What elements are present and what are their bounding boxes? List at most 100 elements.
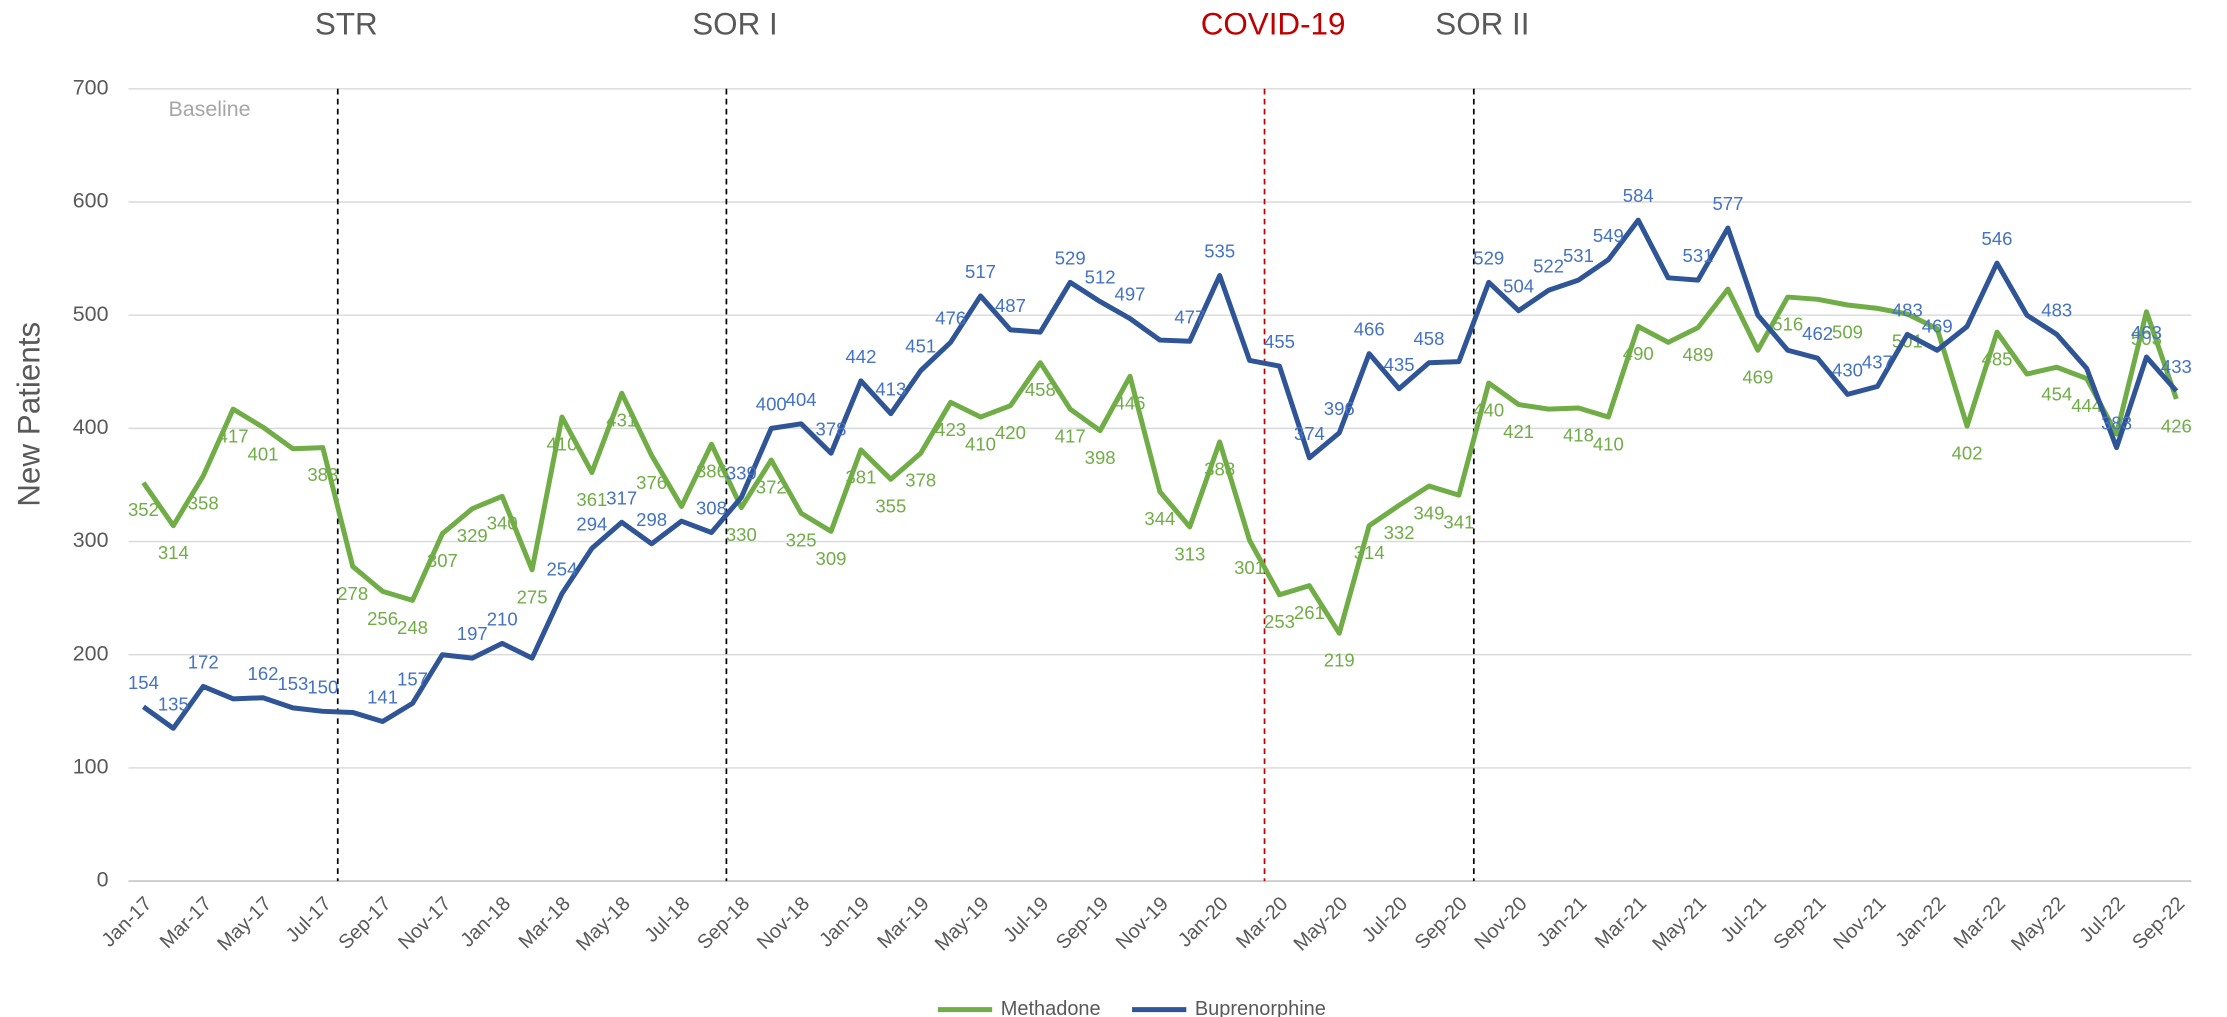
data-label: 372 xyxy=(756,477,787,498)
data-label: 440 xyxy=(1473,400,1504,421)
x-tick-label: Mar-20 xyxy=(1232,893,1292,953)
legend-label: Buprenorphine xyxy=(1195,998,1326,1017)
data-label: 469 xyxy=(1922,315,1953,336)
x-tick-label: Sep-21 xyxy=(1769,893,1830,954)
x-tick-label: May-21 xyxy=(1648,893,1711,956)
data-label: 549 xyxy=(1593,225,1624,246)
data-label: 546 xyxy=(1982,228,2013,249)
data-label: 355 xyxy=(875,496,906,517)
data-label: 517 xyxy=(965,261,996,282)
data-label: 340 xyxy=(487,513,518,534)
data-label: 135 xyxy=(158,693,189,714)
data-label: 278 xyxy=(337,583,368,604)
x-tick-label: May-19 xyxy=(931,893,994,956)
data-label: 313 xyxy=(1174,543,1205,564)
data-label: 476 xyxy=(935,307,966,328)
data-label: 388 xyxy=(1204,458,1235,479)
x-tick-label: Jul-18 xyxy=(641,893,695,947)
data-label: 378 xyxy=(905,470,936,491)
data-label: 504 xyxy=(1503,276,1534,297)
data-label: 344 xyxy=(1144,508,1175,529)
data-label: 308 xyxy=(696,498,727,519)
x-tick-label: Jan-17 xyxy=(98,893,157,952)
data-label: 381 xyxy=(845,466,876,487)
x-tick-label: Sep-17 xyxy=(334,893,395,954)
x-tick-label: Nov-17 xyxy=(394,893,455,954)
data-label: 433 xyxy=(2161,356,2192,377)
data-label: 483 xyxy=(1892,299,1923,320)
data-label: 361 xyxy=(576,489,607,510)
y-tick-label: 0 xyxy=(97,868,109,892)
x-tick-label: Sep-19 xyxy=(1052,893,1113,954)
legend-label: Methadone xyxy=(1001,998,1101,1017)
data-label: 301 xyxy=(1234,557,1265,578)
data-label: 420 xyxy=(995,422,1026,443)
data-label: 410 xyxy=(965,433,996,454)
data-label: 317 xyxy=(606,487,637,508)
data-label: 410 xyxy=(1593,433,1624,454)
data-label: 386 xyxy=(696,461,727,482)
y-tick-label: 500 xyxy=(73,302,109,326)
data-label: 383 xyxy=(2101,413,2132,434)
data-label: 485 xyxy=(1982,349,2013,370)
data-label: 256 xyxy=(367,608,398,629)
data-label: 141 xyxy=(367,687,398,708)
x-tick-label: Jan-20 xyxy=(1174,893,1233,952)
baseline-label: Baseline xyxy=(168,97,250,121)
data-label: 531 xyxy=(1683,245,1714,266)
data-label: 463 xyxy=(2131,322,2162,343)
data-label: 162 xyxy=(248,663,279,684)
data-label: 446 xyxy=(1115,393,1146,414)
data-label: 153 xyxy=(277,673,308,694)
x-tick-label: Jul-20 xyxy=(1358,893,1412,947)
y-tick-label: 600 xyxy=(73,189,109,213)
x-tick-label: May-20 xyxy=(1290,893,1353,956)
data-label: 509 xyxy=(1832,321,1863,342)
x-tick-label: Jul-22 xyxy=(2076,893,2130,947)
data-label: 254 xyxy=(546,559,577,580)
data-label: 421 xyxy=(1503,421,1534,442)
series-line xyxy=(141,286,2179,636)
x-tick-label: Sep-22 xyxy=(2128,893,2189,954)
data-label: 358 xyxy=(188,492,219,513)
data-label: 522 xyxy=(1533,255,1564,276)
data-label: 458 xyxy=(1413,328,1444,349)
event-label: STR xyxy=(315,6,378,41)
data-label: 172 xyxy=(188,651,219,672)
data-label: 352 xyxy=(128,499,159,520)
y-tick-label: 700 xyxy=(73,75,109,99)
x-tick-label: Jan-19 xyxy=(815,893,874,952)
x-tick-label: May-17 xyxy=(213,893,276,956)
data-label: 442 xyxy=(845,346,876,367)
data-label: 529 xyxy=(1055,247,1086,268)
series-line xyxy=(141,217,2179,731)
data-label: 417 xyxy=(218,426,249,447)
x-tick-label: Nov-19 xyxy=(1112,893,1173,954)
data-label: 309 xyxy=(816,548,847,569)
data-label: 154 xyxy=(128,672,159,693)
data-label: 197 xyxy=(457,623,488,644)
x-tick-label: Jul-19 xyxy=(999,893,1053,947)
data-label: 383 xyxy=(307,464,338,485)
data-label: 417 xyxy=(1055,426,1086,447)
data-label: 497 xyxy=(1115,284,1146,305)
event-label: SOR I xyxy=(692,6,777,41)
event-label: COVID-19 xyxy=(1201,6,1346,41)
x-tick-label: Nov-20 xyxy=(1471,893,1532,954)
data-label: 413 xyxy=(875,379,906,400)
data-label: 253 xyxy=(1264,611,1295,632)
data-label: 401 xyxy=(248,444,279,465)
data-label: 418 xyxy=(1563,424,1594,445)
x-tick-label: Jan-22 xyxy=(1891,893,1950,952)
data-label: 325 xyxy=(786,530,817,551)
y-tick-label: 400 xyxy=(73,415,109,439)
data-label: 404 xyxy=(786,389,817,410)
data-label: 469 xyxy=(1742,367,1773,388)
x-tick-label: Sep-18 xyxy=(693,893,754,954)
x-tick-label: Jan-18 xyxy=(456,893,515,952)
x-tick-label: Jan-21 xyxy=(1533,893,1592,952)
x-tick-label: Mar-17 xyxy=(156,893,216,953)
data-label: 535 xyxy=(1204,241,1235,262)
data-label: 396 xyxy=(1324,398,1355,419)
data-label: 298 xyxy=(636,509,667,530)
